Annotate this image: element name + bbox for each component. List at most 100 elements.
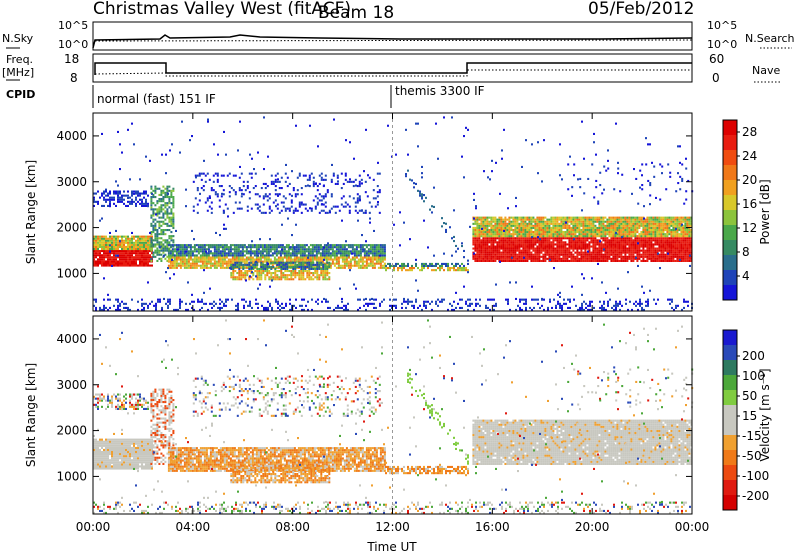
range-gate-cell: [395, 262, 397, 265]
range-gate-cell: [492, 259, 495, 262]
range-gate-cell: [514, 218, 517, 221]
range-gate-cell: [312, 274, 315, 277]
range-gate-cell: [606, 241, 609, 244]
range-gate-cell: [636, 259, 639, 262]
range-gate-cell: [594, 257, 597, 260]
range-gate-cell: [634, 222, 637, 225]
range-gate-cell: [255, 256, 258, 259]
range-gate-cell: [506, 231, 509, 234]
range-gate-cell: [506, 229, 509, 232]
range-gate-cell: [636, 255, 639, 258]
range-gate-cell: [514, 253, 517, 256]
figure-title: Christmas Valley West (fitACF): [93, 0, 351, 19]
range-gate-cell: [223, 244, 226, 247]
range-gate-cell: [158, 193, 161, 196]
range-gate-cell: [273, 258, 276, 261]
range-gate-cell: [684, 253, 687, 256]
range-gate-cell: [239, 258, 242, 261]
range-gate-cell: [494, 251, 497, 254]
range-gate-cell: [658, 229, 661, 232]
range-gate-cell: [455, 262, 457, 265]
range-gate-cell: [441, 264, 443, 267]
range-gate-cell: [628, 241, 631, 244]
range-gate-cell: [554, 224, 557, 227]
range-gate-cell: [570, 226, 573, 229]
range-gate-cell: [490, 259, 493, 262]
range-gate-cell: [584, 247, 587, 250]
range-gate-cell: [303, 244, 306, 247]
range-gate-cell: [377, 248, 380, 251]
range-gate-cell: [656, 253, 659, 256]
range-gate-cell: [253, 260, 256, 263]
range-gate-cell: [262, 195, 265, 198]
range-gate-cell: [522, 239, 525, 242]
range-gate-cell: [238, 276, 241, 279]
range-gate-cell: [168, 206, 171, 209]
range-gate-cell: [170, 189, 173, 192]
range-gate-cell: [662, 220, 665, 223]
range-gate-cell: [303, 250, 306, 253]
range-gate-cell: [498, 253, 501, 256]
range-gate-cell: [492, 216, 495, 219]
range-gate-cell: [310, 272, 313, 275]
range-gate-cell: [642, 237, 645, 240]
range-gate-cell: [580, 218, 583, 221]
range-gate-cell: [662, 251, 665, 254]
range-gate-cell: [379, 244, 382, 247]
range-gate-cell: [197, 256, 200, 259]
range-gate-cell: [612, 247, 615, 250]
range-gate-cell: [482, 241, 485, 244]
range-gate-cell: [646, 239, 649, 242]
range-gate-cell: [502, 226, 505, 229]
range-gate-cell: [574, 251, 577, 254]
range-gate-cell: [272, 278, 275, 281]
range-gate-cell: [236, 207, 239, 210]
range-gate-cell: [680, 233, 683, 236]
range-gate-cell: [259, 244, 262, 247]
range-gate-cell: [686, 243, 689, 246]
range-gate-cell: [311, 250, 314, 253]
range-gate-cell: [315, 254, 318, 257]
range-gate-cell: [588, 245, 591, 248]
range-gate-cell: [474, 216, 477, 219]
range-gate-cell: [652, 218, 655, 221]
range-gate-cell: [93, 239, 95, 242]
range-gate-cell: [369, 248, 372, 251]
range-gate-cell: [492, 249, 495, 252]
range-gate-cell: [512, 249, 515, 252]
range-gate-cell: [542, 249, 545, 252]
range-gate-cell: [266, 199, 269, 202]
range-gate-cell: [512, 259, 515, 262]
range-gate-cell: [626, 218, 629, 221]
range-gate-cell: [650, 255, 653, 258]
range-gate-cell: [215, 252, 218, 255]
range-gate-cell: [486, 226, 489, 229]
range-gate-cell: [584, 224, 587, 227]
range-gate-cell: [548, 218, 551, 221]
range-gate-cell: [496, 241, 499, 244]
range-gate-cell: [578, 241, 581, 244]
range-gate-cell: [514, 233, 517, 236]
range-gate-cell: [520, 251, 523, 254]
range-gate-cell: [510, 253, 513, 256]
range-gate-cell: [554, 218, 557, 221]
range-gate-cell: [151, 256, 153, 259]
range-gate-cell: [658, 239, 661, 242]
range-gate-cell: [341, 244, 344, 247]
range-gate-cell: [309, 252, 312, 255]
range-gate-cell: [500, 231, 503, 234]
range-gate-cell: [137, 245, 139, 248]
range-gate-cell: [564, 218, 567, 221]
range-gate-cell: [660, 231, 663, 234]
range-gate-cell: [154, 208, 157, 211]
range-gate-cell: [275, 246, 278, 249]
range-gate-cell: [486, 245, 489, 248]
range-gate-cell: [271, 244, 274, 247]
range-gate-cell: [586, 233, 589, 236]
range-gate-cell: [253, 244, 256, 247]
range-gate-cell: [658, 243, 661, 246]
range-gate-cell: [371, 266, 374, 269]
range-gate-cell: [253, 254, 256, 257]
range-gate-cell: [282, 272, 285, 275]
range-gate-cell: [160, 257, 163, 260]
